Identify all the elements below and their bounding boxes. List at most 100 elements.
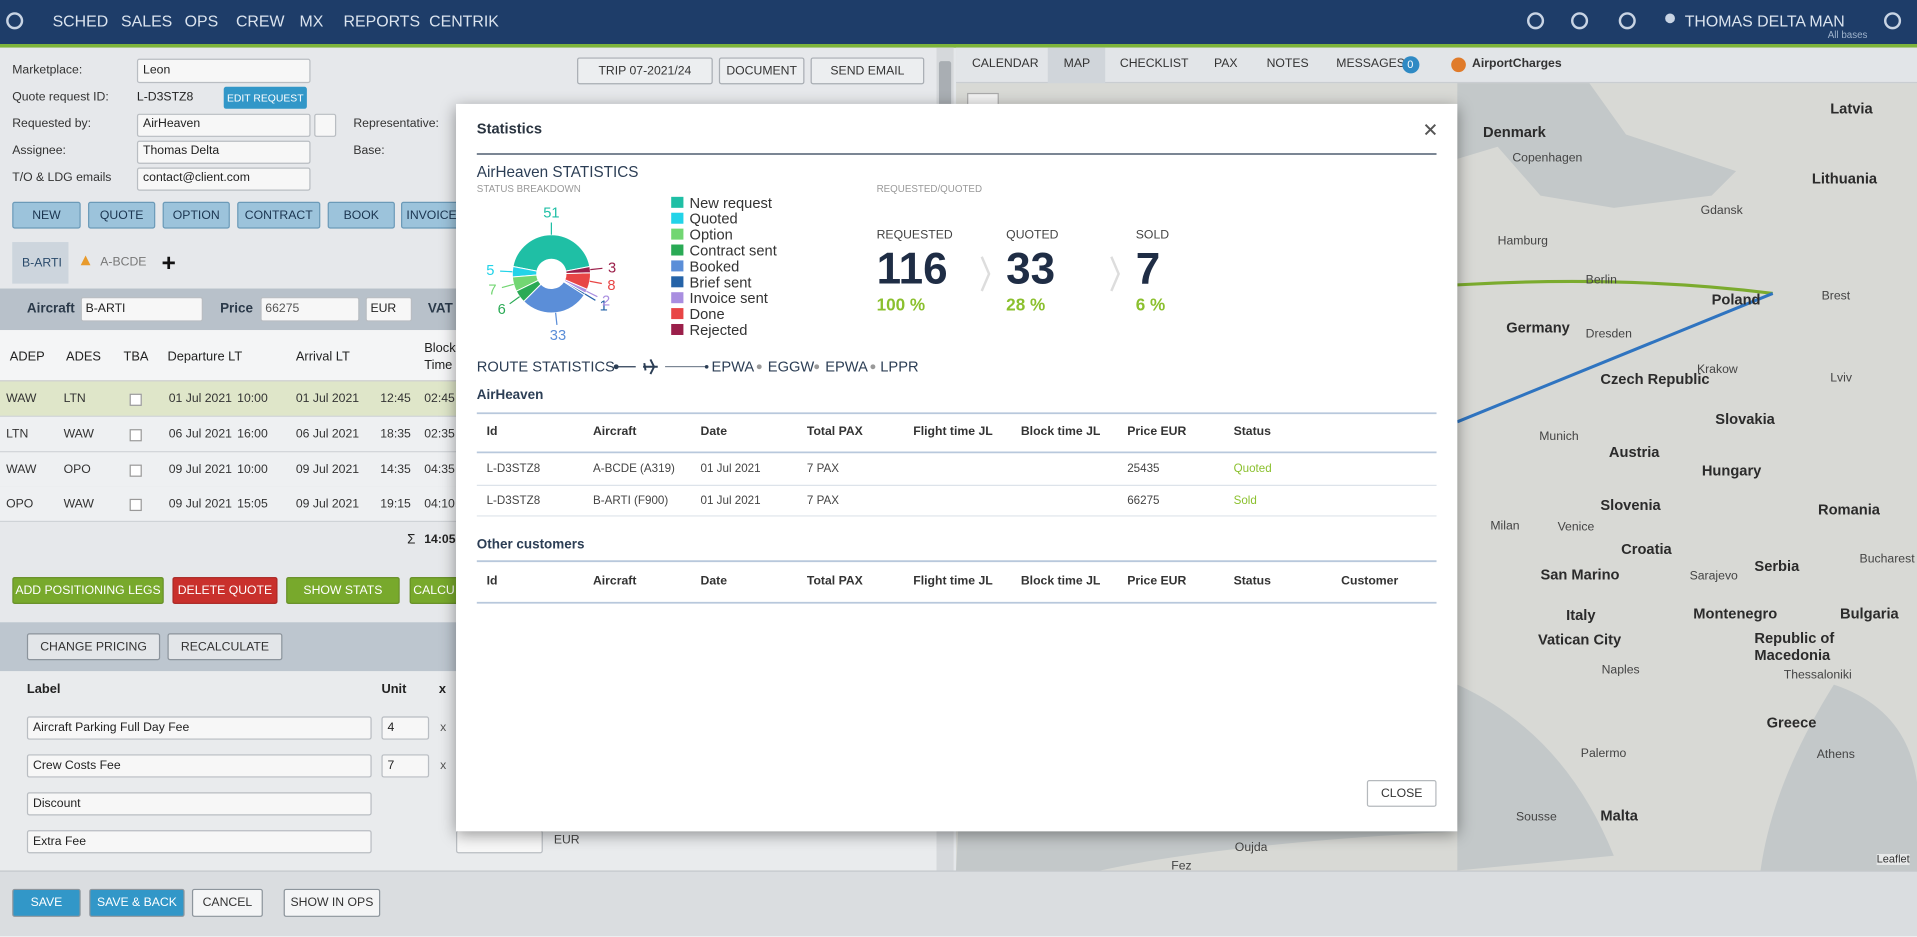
leader-line — [556, 313, 557, 325]
column-header: Total PAX — [807, 427, 863, 439]
table-cell: L-D3STZ8 — [487, 495, 541, 507]
map-country: Malta — [1600, 808, 1638, 823]
map-city: Hamburg — [1498, 236, 1548, 248]
map-city: Milan — [1490, 521, 1519, 533]
map-attribution: Leaflet — [1877, 854, 1910, 865]
legend-label: New request — [690, 196, 772, 211]
route-line — [1457, 293, 1772, 421]
column-header: Aircraft — [593, 427, 636, 439]
leader-line — [590, 268, 602, 269]
sea — [1457, 685, 1613, 871]
legend-swatch — [671, 276, 683, 287]
map-city: Gdansk — [1701, 205, 1743, 217]
data-label: 5 — [486, 263, 494, 278]
data-label: 8 — [607, 278, 615, 293]
legend-label: Brief sent — [690, 275, 752, 290]
legend-swatch — [671, 197, 683, 208]
map-country: Austria — [1609, 445, 1660, 460]
data-label: 3 — [608, 260, 616, 275]
data-label: 6 — [498, 302, 506, 317]
legend-swatch — [671, 324, 683, 335]
route-dot — [814, 364, 819, 369]
legend-label: Quoted — [690, 212, 738, 227]
map-country: Republic of — [1754, 631, 1834, 646]
close-button[interactable]: CLOSE — [1367, 780, 1437, 807]
column-header: Status — [1234, 576, 1271, 588]
data-label: 51 — [543, 205, 559, 220]
legend-label: Option — [690, 227, 733, 242]
map-city: Fez — [1171, 861, 1191, 873]
map-country: Serbia — [1754, 559, 1799, 574]
funnel-pct: 28 % — [1006, 296, 1045, 313]
column-header: Block time JL — [1021, 427, 1101, 439]
funnel-label: SOLD — [1136, 230, 1169, 242]
map-city: Naples — [1602, 665, 1640, 677]
map-city: Sarajevo — [1690, 571, 1738, 583]
funnel-pct: 100 % — [877, 296, 926, 313]
map-city: Athens — [1817, 749, 1855, 761]
column-header: Customer — [1341, 576, 1398, 588]
sea — [1761, 685, 1917, 871]
column-header: Date — [701, 576, 728, 588]
table-cell: 7 PAX — [807, 464, 839, 476]
sea — [1457, 83, 1736, 208]
map-country: Czech Republic — [1600, 372, 1709, 387]
map-city: Krakow — [1697, 364, 1738, 376]
legend-label: Done — [690, 307, 725, 322]
map-city: Munich — [1539, 432, 1578, 444]
map-city: Lviv — [1830, 373, 1852, 385]
map-country: Poland — [1712, 292, 1761, 307]
section-label: REQUESTED/QUOTED — [877, 185, 982, 195]
map-country: Bulgaria — [1840, 606, 1899, 621]
legend-swatch — [671, 229, 683, 240]
legend-swatch — [671, 260, 683, 271]
route-title: ROUTE STATISTICS — [477, 359, 615, 374]
map-country: Denmark — [1483, 125, 1546, 140]
table-cell: 01 Jul 2021 — [701, 464, 761, 476]
map-country: Macedonia — [1754, 648, 1830, 663]
map-city: Dresden — [1586, 329, 1632, 341]
table-cell: B-ARTI (F900) — [593, 495, 668, 507]
chevron — [982, 257, 989, 291]
table-cell: Sold — [1234, 495, 1257, 507]
route-dot — [757, 364, 762, 369]
map-country: San Marino — [1540, 567, 1619, 582]
pie-slice — [513, 235, 590, 271]
column-header: Price EUR — [1127, 427, 1186, 439]
route-airport: LPPR — [880, 359, 918, 374]
funnel-pct: 6 % — [1136, 296, 1165, 313]
map-country: Hungary — [1702, 463, 1762, 478]
map-country: Vatican City — [1538, 632, 1621, 647]
map-city: Berlin — [1586, 275, 1617, 287]
plane-icon — [643, 359, 658, 374]
map-city: Venice — [1558, 522, 1595, 534]
map-city: Thessaloniki — [1784, 670, 1852, 682]
map-country: Slovenia — [1600, 498, 1660, 513]
column-header: Status — [1234, 427, 1271, 439]
leader-line — [510, 297, 520, 304]
map-city: Oujda — [1235, 842, 1268, 854]
table-cell: A-BCDE (A319) — [593, 464, 675, 476]
map-country: Latvia — [1830, 101, 1872, 116]
map-country: Romania — [1818, 502, 1880, 517]
modal-shapes — [477, 125, 1437, 603]
column-header: Date — [701, 427, 728, 439]
map-city: Copenhagen — [1512, 153, 1582, 165]
funnel-label: QUOTED — [1006, 230, 1058, 242]
map-country: Italy — [1566, 608, 1595, 623]
legend-label: Rejected — [690, 323, 748, 338]
leader-line — [590, 281, 602, 283]
data-label: 2 — [602, 294, 610, 309]
funnel-value: 33 — [1006, 247, 1055, 291]
column-header: Id — [487, 427, 498, 439]
map-city: Bucharest — [1860, 554, 1915, 566]
leader-line — [502, 284, 514, 287]
legend-swatch — [671, 245, 683, 256]
legend-label: Invoice sent — [690, 291, 768, 306]
map-country: Montenegro — [1693, 606, 1777, 621]
column-header: Flight time JL — [913, 427, 992, 439]
map-city: Sousse — [1516, 812, 1557, 824]
table-cell: 01 Jul 2021 — [701, 495, 761, 507]
route-icon — [705, 365, 709, 369]
column-header: Id — [487, 576, 498, 588]
